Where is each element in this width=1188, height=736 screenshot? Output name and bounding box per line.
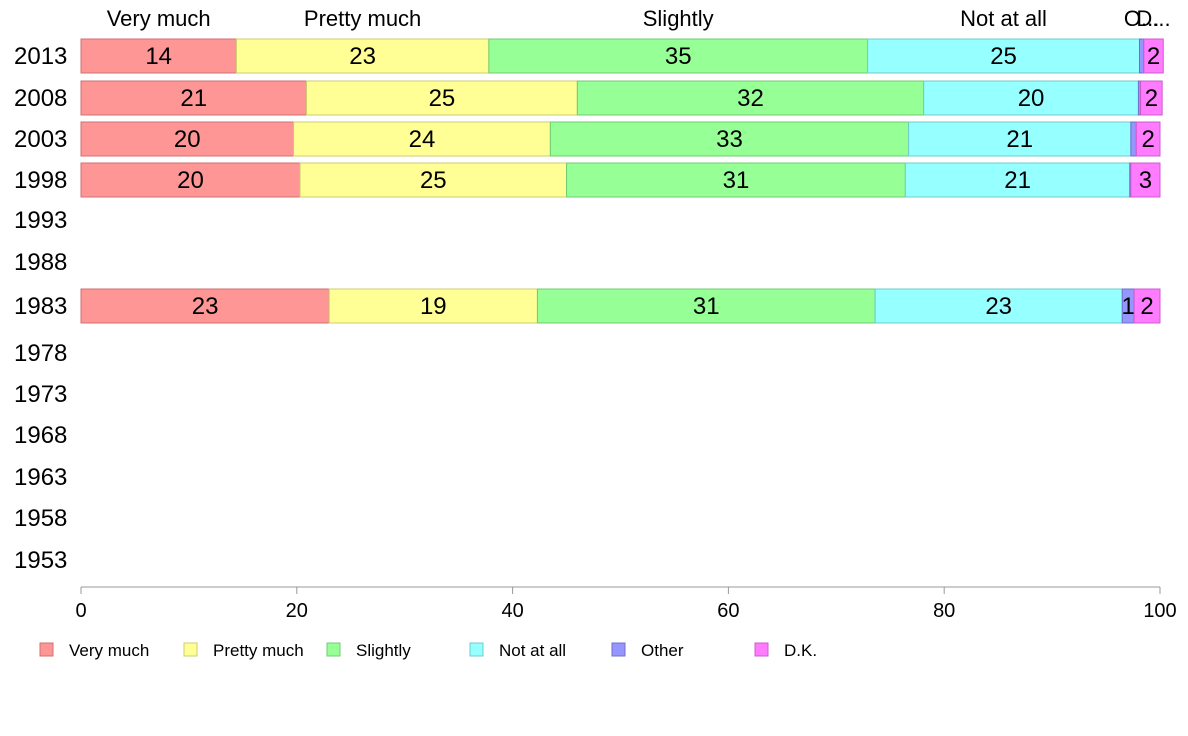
data-label: 21 xyxy=(1006,126,1033,153)
y-tick-label: 1968 xyxy=(14,422,67,449)
x-tick-label: 20 xyxy=(286,600,308,622)
top-segment-label: Pretty much xyxy=(304,6,421,31)
bar-segment xyxy=(576,80,925,116)
bar-segment xyxy=(488,38,869,74)
y-tick-label: 1958 xyxy=(14,505,67,532)
legend-label: Not at all xyxy=(499,641,566,660)
bar-segment xyxy=(299,162,568,198)
data-label: 2 xyxy=(1140,293,1153,320)
data-label: 23 xyxy=(192,293,219,320)
y-tick-label: 1983 xyxy=(14,293,67,320)
y-tick-label: 1973 xyxy=(14,381,67,408)
x-tick-label: 0 xyxy=(75,600,86,622)
bar-segment xyxy=(1130,121,1137,157)
top-segment-label: D... xyxy=(1136,6,1170,31)
data-label: 25 xyxy=(420,167,447,194)
data-label: 19 xyxy=(420,293,447,320)
bar-segment xyxy=(80,80,308,116)
y-tick-label: 1978 xyxy=(14,340,67,367)
data-label: 2 xyxy=(1145,85,1158,112)
x-tick-label: 100 xyxy=(1143,600,1176,622)
bars-layer: 14 23 35 25 221 25 32 20 220 24 33 21 220 25 31 21 323 19… xyxy=(80,38,1164,324)
x-tick-label: 40 xyxy=(501,600,523,622)
legend-swatch xyxy=(326,642,341,657)
legend-label: Very much xyxy=(69,641,149,660)
x-tick-label: 80 xyxy=(933,600,955,622)
y-tick-label: 2003 xyxy=(14,126,67,153)
bar-segment xyxy=(566,162,906,198)
legend-swatch xyxy=(611,642,626,657)
data-label: 32 xyxy=(737,85,764,112)
data-label: 14 xyxy=(145,43,172,70)
bar-segment xyxy=(235,38,490,74)
bar-segment xyxy=(1138,38,1145,74)
legend-label: Pretty much xyxy=(213,641,304,660)
x-tick-label: 60 xyxy=(717,600,739,622)
data-label: 20 xyxy=(174,126,201,153)
bar-segment xyxy=(1130,162,1161,198)
x-axis: 0 20 40 60 80 100 xyxy=(75,586,1177,622)
data-label: 2 xyxy=(1141,126,1154,153)
bar-segment xyxy=(80,162,301,198)
legend-swatch xyxy=(183,642,198,657)
legend-label: Slightly xyxy=(356,641,411,660)
legend: Very much Pretty much Slightly Not at all Ot… xyxy=(39,641,817,660)
bar-segment xyxy=(293,121,551,157)
data-label: 20 xyxy=(177,167,204,194)
data-label: 1 xyxy=(1121,293,1134,320)
data-label: 25 xyxy=(429,85,456,112)
bar-segment xyxy=(1135,121,1161,157)
data-label: 31 xyxy=(693,293,720,320)
data-label: 21 xyxy=(1004,167,1031,194)
bar-segment xyxy=(874,288,1123,324)
y-tick-label: 2013 xyxy=(14,43,67,70)
data-label: 21 xyxy=(180,85,207,112)
bar-segment xyxy=(328,288,538,324)
top-segment-label: Not at all xyxy=(960,6,1047,31)
y-tick-label: 2008 xyxy=(14,85,67,112)
top-segment-label: O... xyxy=(1124,6,1159,31)
y-tick-label: 1993 xyxy=(14,207,67,234)
top-labels-layer: Very much Pretty much Slightly Not at all O.… xyxy=(107,6,1171,31)
y-axis-labels: 2013 2008 2003 1998 1993 1988 1983 1978 1973 1968… xyxy=(14,43,67,574)
data-label: 23 xyxy=(985,293,1012,320)
bar-segment xyxy=(904,162,1131,198)
data-label: 3 xyxy=(1139,167,1152,194)
bar-segment xyxy=(908,121,1132,157)
y-tick-label: 1998 xyxy=(14,167,67,194)
data-label: 31 xyxy=(723,167,750,194)
bar-segment xyxy=(1133,288,1161,324)
legend-swatch xyxy=(754,642,769,657)
legend-swatch xyxy=(39,642,54,657)
data-label: 24 xyxy=(409,126,436,153)
data-label: 25 xyxy=(990,43,1017,70)
bar-segment xyxy=(536,288,876,324)
bar-segment xyxy=(1140,80,1163,116)
bar-segment xyxy=(1143,38,1164,74)
bar-segment xyxy=(80,288,330,324)
bar-segment xyxy=(923,80,1139,116)
legend-label: Other xyxy=(641,641,684,660)
bar-segment xyxy=(80,38,237,74)
data-label: 20 xyxy=(1018,85,1045,112)
data-label: 35 xyxy=(665,43,692,70)
bar-segment xyxy=(549,121,910,157)
top-segment-label: Slightly xyxy=(643,6,714,31)
y-tick-label: 1988 xyxy=(14,249,67,276)
y-tick-label: 1963 xyxy=(14,464,67,491)
data-label: 2 xyxy=(1147,43,1160,70)
y-tick-label: 1953 xyxy=(14,547,67,574)
legend-label: D.K. xyxy=(784,641,817,660)
data-label: 33 xyxy=(716,126,743,153)
data-label: 23 xyxy=(349,43,376,70)
top-segment-label: Very much xyxy=(107,6,211,31)
legend-swatch xyxy=(469,642,484,657)
bar-segment xyxy=(306,80,578,116)
